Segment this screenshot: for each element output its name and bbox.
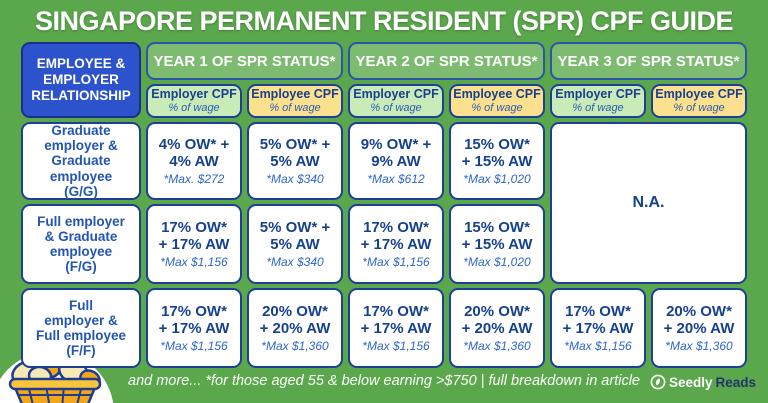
relationship-gg: Graduate employer & Graduate employee (G… [21,122,141,200]
brand-name-secondary: Reads [715,374,756,390]
cpf-rate: 20% OW* + 20% AW [461,302,533,337]
cell-ff-y2-employer: 17% OW* + 17% AW *Max $1,156 [348,288,444,368]
year1-header: YEAR 1 OF SPR STATUS* [146,42,343,80]
cpf-max: *Max $1,020 [463,255,531,270]
cpf-max: *Max $1,156 [362,255,430,270]
subheader-title: Employee CPF [655,87,743,102]
subheader-title: Employer CPF [555,87,641,102]
relationship-fg: Full employer & Graduate employee (F/G) [21,204,141,284]
cell-ff-y1-employee: 20% OW* + 20% AW *Max $1,360 [247,288,343,368]
cpf-max: *Max $1,156 [160,255,228,270]
cell-gg-y1-employer: 4% OW* + 4% AW *Max. $272 [146,122,242,200]
cell-fg-y2-employee: 15% OW* + 15% AW *Max $1,020 [449,204,545,284]
cpf-rate: 17% OW* + 17% AW [360,302,432,337]
cell-gg-y2-employer: 9% OW* + 9% AW *Max $612 [348,122,444,200]
cpf-rate: 4% OW* + 4% AW [158,135,230,170]
cell-gg-y2-employee: 15% OW* + 15% AW *Max $1,020 [449,122,545,200]
cpf-rate: 17% OW* + 17% AW [360,218,432,253]
cell-fg-y1-employee: 5% OW* + 5% AW *Max $340 [247,204,343,284]
cpf-rate: 5% OW* + 5% AW [259,135,331,170]
subheader-unit: % of wage [269,101,321,114]
cpf-max: *Max $1,360 [463,339,531,354]
cell-year3-na: N.A. [550,122,747,284]
subheader-title: Employer CPF [151,87,237,102]
cpf-max: *Max $1,020 [463,172,531,187]
subheader-unit: % of wage [370,101,422,114]
cpf-max: *Max. $272 [163,172,225,187]
cell-ff-y3-employee: 20% OW* + 20% AW *Max $1,360 [651,288,747,368]
relationship-ff: Full employer & Full employee (F/F) [21,288,141,368]
cpf-rate: 5% OW* + 5% AW [259,218,331,253]
brand-logo: Seedly Reads [650,374,756,390]
cpf-max: *Max $340 [266,172,324,187]
subheader-unit: % of wage [471,101,523,114]
cpf-max: *Max $1,156 [362,339,430,354]
year1-employer-subheader: Employer CPF % of wage [146,84,242,118]
corner-header: EMPLOYEE & EMPLOYER RELATIONSHIP [21,42,141,118]
year2-employee-subheader: Employee CPF % of wage [449,84,545,118]
cell-fg-y1-employer: 17% OW* + 17% AW *Max $1,156 [146,204,242,284]
year1-employee-subheader: Employee CPF % of wage [247,84,343,118]
cpf-rate: 17% OW* + 17% AW [562,302,634,337]
cell-ff-y3-employer: 17% OW* + 17% AW *Max $1,156 [550,288,646,368]
cpf-rate: 20% OW* + 20% AW [663,302,735,337]
cpf-max: *Max $1,360 [261,339,329,354]
cpf-rate: 9% OW* + 9% AW [360,135,432,170]
cell-ff-y2-employee: 20% OW* + 20% AW *Max $1,360 [449,288,545,368]
subheader-title: Employee CPF [251,87,339,102]
cpf-rate: 17% OW* + 17% AW [158,302,230,337]
brand-name-primary: Seedly [668,374,713,390]
seedly-sprout-icon [650,374,666,390]
cpf-rate: 15% OW* + 15% AW [461,218,533,253]
page-title: SINGAPORE PERMANENT RESIDENT (SPR) CPF G… [34,6,734,36]
footnote: and more... *for those aged 55 & below e… [128,373,640,389]
subheader-unit: % of wage [168,101,220,114]
year2-employer-subheader: Employer CPF % of wage [348,84,444,118]
cell-fg-y2-employer: 17% OW* + 17% AW *Max $1,156 [348,204,444,284]
cpf-rate: 15% OW* + 15% AW [461,135,533,170]
cpf-rate: 20% OW* + 20% AW [259,302,331,337]
year3-employer-subheader: Employer CPF % of wage [550,84,646,118]
year3-header: YEAR 3 OF SPR STATUS* [550,42,747,80]
year3-employee-subheader: Employee CPF % of wage [651,84,747,118]
cpf-max: *Max $340 [266,255,324,270]
year2-header: YEAR 2 OF SPR STATUS* [348,42,545,80]
cpf-max: *Max $612 [367,172,425,187]
cpf-table: EMPLOYEE & EMPLOYER RELATIONSHIP YEAR 1 … [21,42,747,368]
cell-ff-y1-employer: 17% OW* + 17% AW *Max $1,156 [146,288,242,368]
subheader-unit: % of wage [673,101,725,114]
cell-gg-y1-employee: 5% OW* + 5% AW *Max $340 [247,122,343,200]
cpf-max: *Max $1,156 [564,339,632,354]
subheader-title: Employee CPF [453,87,541,102]
cpf-max: *Max $1,360 [665,339,733,354]
cpf-rate: 17% OW* + 17% AW [158,218,230,253]
cpf-max: *Max $1,156 [160,339,228,354]
subheader-unit: % of wage [572,101,624,114]
subheader-title: Employer CPF [353,87,439,102]
